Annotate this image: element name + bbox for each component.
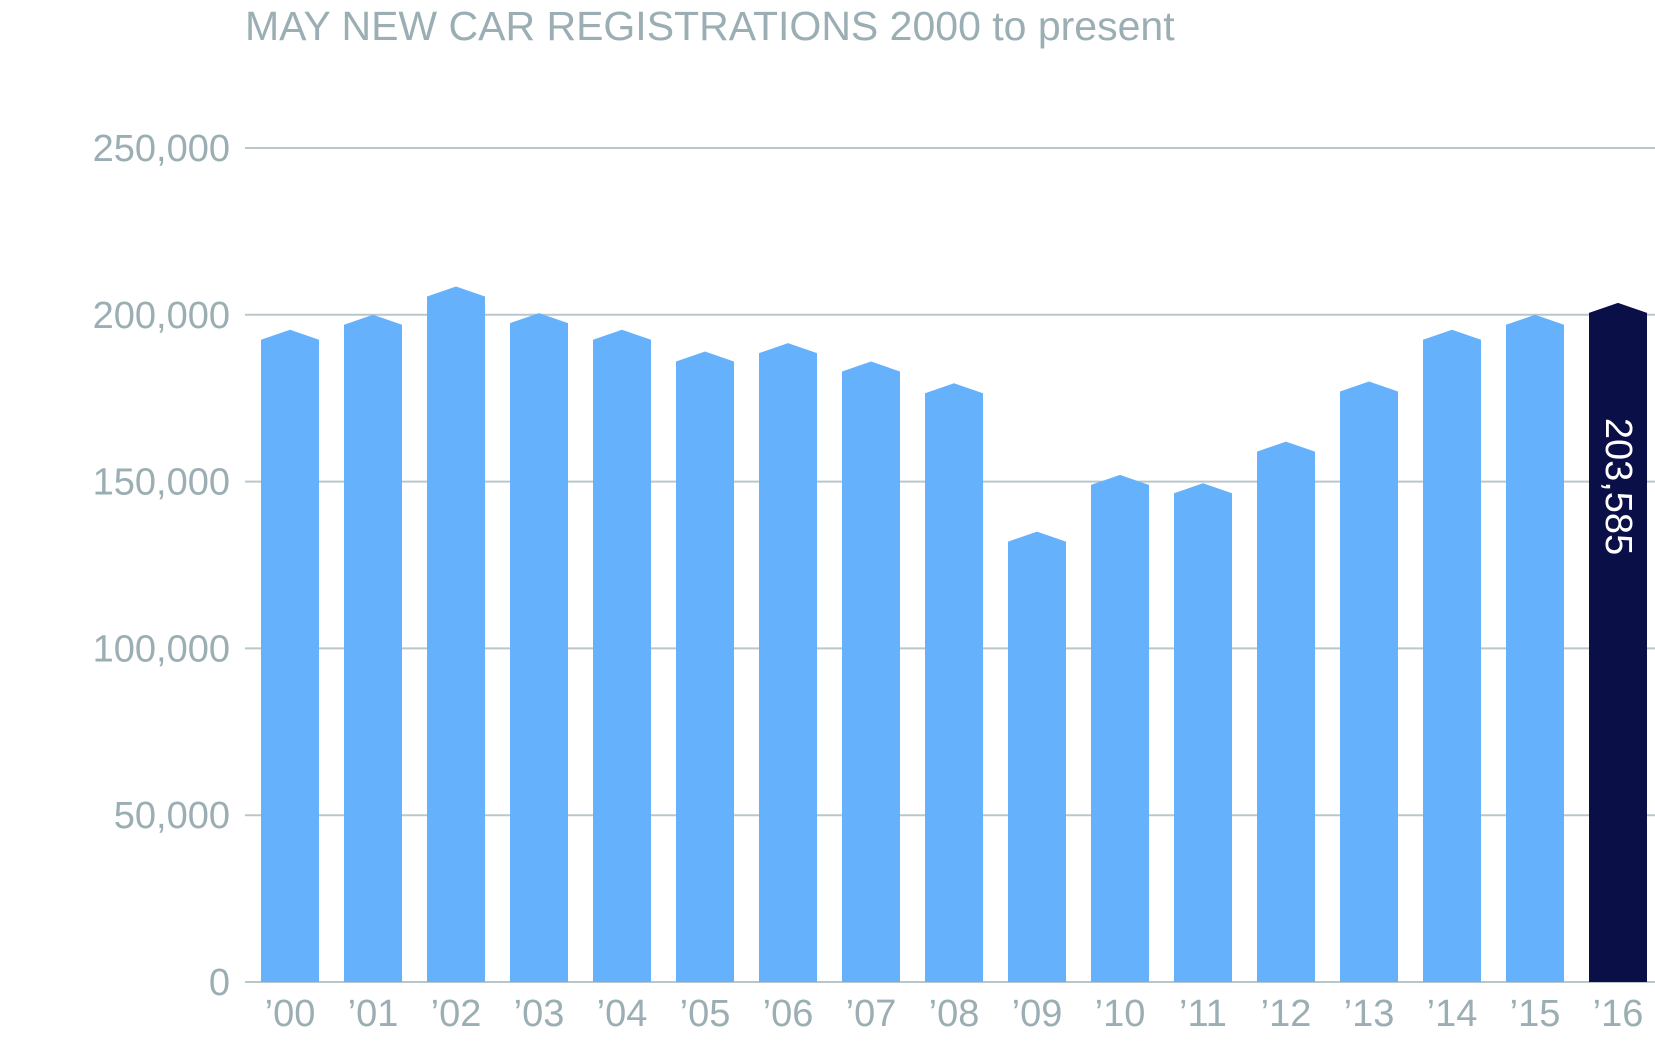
bar-15 xyxy=(1506,314,1564,982)
x-tick-label: ’01 xyxy=(348,993,399,1035)
y-tick-label: 200,000 xyxy=(93,295,230,337)
y-axis-ticks: 0 50,000 100,000 150,000 200,000 250,000 xyxy=(93,128,230,1004)
x-tick-label: ’06 xyxy=(763,993,814,1035)
bar-2 xyxy=(427,286,485,983)
bar-7 xyxy=(842,361,900,982)
chart-title: MAY NEW CAR REGISTRATIONS 2000 to presen… xyxy=(245,3,1175,49)
bar-16 xyxy=(1589,302,1647,982)
y-tick-label: 150,000 xyxy=(93,462,230,504)
bar-8 xyxy=(925,383,983,982)
x-tick-label: ’03 xyxy=(514,993,565,1035)
bar-1 xyxy=(344,314,402,982)
x-tick-label: ’15 xyxy=(1510,993,1561,1035)
x-tick-label: ’00 xyxy=(265,993,316,1035)
bar-3 xyxy=(510,313,568,983)
x-tick-label: ’08 xyxy=(929,993,980,1035)
y-tick-label: 50,000 xyxy=(114,795,230,837)
bar-12 xyxy=(1257,441,1315,982)
bar-14 xyxy=(1423,329,1481,982)
x-tick-label: ’04 xyxy=(597,993,648,1035)
x-tick-label: ’10 xyxy=(1095,993,1146,1035)
bar-11 xyxy=(1174,483,1232,982)
x-tick-label: ’16 xyxy=(1593,993,1644,1035)
bar-0 xyxy=(261,329,319,982)
x-tick-label: ’09 xyxy=(1012,993,1063,1035)
x-tick-label: ’14 xyxy=(1427,993,1478,1035)
x-tick-label: ’07 xyxy=(846,993,897,1035)
bar-4 xyxy=(593,329,651,982)
y-tick-label: 0 xyxy=(209,962,230,1004)
x-tick-label: ’13 xyxy=(1344,993,1395,1035)
bar-6 xyxy=(759,343,817,982)
x-tick-label: ’11 xyxy=(1179,993,1227,1035)
bars xyxy=(261,286,1647,983)
x-tick-label: ’02 xyxy=(431,993,482,1035)
y-tick-label: 100,000 xyxy=(93,628,230,670)
y-tick-label: 250,000 xyxy=(93,128,230,170)
bar-9 xyxy=(1008,531,1066,982)
bar-10 xyxy=(1091,474,1149,982)
data-labels: 203,585 xyxy=(1597,418,1639,555)
bar-5 xyxy=(676,351,734,983)
x-axis-ticks: ’00 ’01 ’02 ’03 ’04 ’05 ’06 ’07 ’08 ’09 ’10 ’11 ’12 ’… xyxy=(265,993,1644,1035)
x-tick-label: ’12 xyxy=(1261,993,1312,1035)
x-tick-label: ’05 xyxy=(680,993,731,1035)
data-label-16: 203,585 xyxy=(1597,418,1639,555)
bar-13 xyxy=(1340,381,1398,982)
